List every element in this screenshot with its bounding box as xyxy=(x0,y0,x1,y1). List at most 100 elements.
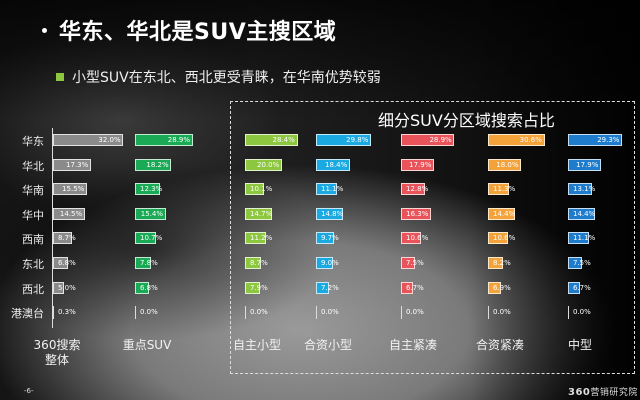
brand-logo: 360营销研究院 xyxy=(568,385,638,398)
value-label: 13.1% xyxy=(573,185,596,194)
value-label: 0.3% xyxy=(58,308,76,317)
bar-3-0 xyxy=(316,134,372,146)
value-label: 0.0% xyxy=(406,308,424,317)
value-label: 18.2% xyxy=(146,160,169,169)
value-label: 28.9% xyxy=(429,136,452,144)
bar-0-2 xyxy=(53,183,88,196)
region-label: 东北 xyxy=(22,258,44,271)
page-number: -6- xyxy=(24,387,34,395)
slide-title: 华东、华北是SUV主搜区域 xyxy=(42,14,336,46)
bar-6-3 xyxy=(568,207,595,220)
background-shade-right xyxy=(470,0,640,400)
segment-group-frame xyxy=(230,101,635,374)
value-label: 7.9% xyxy=(250,283,268,292)
value-label: 7.5% xyxy=(573,259,591,267)
column-label: 中型 xyxy=(567,338,592,352)
zero-tick xyxy=(316,306,317,320)
bar-2-5 xyxy=(245,257,262,269)
value-label: 14.8% xyxy=(321,209,344,218)
value-label: 0.0% xyxy=(493,308,511,317)
bar-6-1 xyxy=(568,158,602,171)
bar-2-2 xyxy=(245,183,264,196)
value-label: 14.5% xyxy=(59,209,83,218)
value-label: 28.9% xyxy=(167,136,191,144)
bar-0-4 xyxy=(53,232,73,245)
value-label: 12.8% xyxy=(406,185,429,194)
region-label: 西北 xyxy=(22,282,44,296)
bar-4-1 xyxy=(401,158,435,171)
zero-tick xyxy=(245,306,246,320)
bar-3-6 xyxy=(316,281,330,294)
zero-tick xyxy=(488,306,489,320)
value-label: 7.8% xyxy=(140,259,158,267)
value-label: 14.4% xyxy=(493,209,516,218)
value-label: 10.6% xyxy=(493,234,516,243)
value-label: 8.7% xyxy=(250,259,268,267)
bar-0-5 xyxy=(53,257,68,269)
column-label: 重点SUV xyxy=(122,338,172,352)
bar-1-2 xyxy=(135,183,160,196)
zero-tick xyxy=(568,306,569,320)
logo-text: 营销研究院 xyxy=(590,388,638,398)
value-label: 6.8% xyxy=(58,259,76,267)
bar-2-1 xyxy=(245,158,282,171)
value-label: 9.0% xyxy=(321,259,339,267)
bar-5-0 xyxy=(488,134,545,146)
bar-5-3 xyxy=(488,207,515,220)
bar-0-0 xyxy=(53,134,124,146)
baseline-axis xyxy=(52,128,53,328)
value-label: 17.9% xyxy=(576,160,599,169)
region-label: 华中 xyxy=(22,208,44,222)
region-label: 港澳台 xyxy=(11,307,44,321)
value-label: 10.1% xyxy=(250,185,273,194)
bar-3-4 xyxy=(316,232,334,245)
bar-6-2 xyxy=(568,183,593,196)
value-label: 7.5% xyxy=(406,259,424,267)
column-label: 自主小型 xyxy=(232,338,281,352)
zero-tick xyxy=(53,306,54,320)
value-label: 6.9% xyxy=(493,283,511,292)
value-label: 0.0% xyxy=(573,308,591,317)
value-label: 0.0% xyxy=(321,308,339,317)
region-label: 华北 xyxy=(22,159,44,173)
bar-1-6 xyxy=(135,281,149,294)
bar-5-1 xyxy=(488,158,522,171)
value-label: 11.1% xyxy=(321,185,344,194)
bar-0-6 xyxy=(53,281,64,294)
bar-4-3 xyxy=(401,207,432,220)
value-label: 6.7% xyxy=(406,283,424,292)
value-label: 6.8% xyxy=(140,283,158,292)
value-label: 16.3% xyxy=(406,209,429,218)
bar-5-6 xyxy=(488,281,501,294)
bar-6-5 xyxy=(568,257,582,269)
bar-6-4 xyxy=(568,232,589,245)
value-label: 9.7% xyxy=(321,234,339,243)
value-label: 10.7% xyxy=(140,234,163,243)
column-label: 合资小型 xyxy=(303,338,352,352)
bar-1-0 xyxy=(135,134,193,146)
bar-3-3 xyxy=(316,207,344,220)
bar-1-4 xyxy=(135,232,157,245)
value-label: 17.3% xyxy=(66,160,89,169)
bar-3-1 xyxy=(316,158,351,171)
bar-3-2 xyxy=(316,183,337,196)
logo-number: 360 xyxy=(568,387,591,398)
value-label: 11.2% xyxy=(250,234,273,243)
value-label: 0.0% xyxy=(140,308,158,317)
value-label: 15.4% xyxy=(140,209,164,218)
bar-0-3 xyxy=(53,207,85,220)
column-label: 360搜索 整体 xyxy=(33,338,81,367)
bar-1-3 xyxy=(135,207,166,220)
value-label: 20.0% xyxy=(257,160,280,169)
bar-2-6 xyxy=(245,281,260,294)
bar-2-0 xyxy=(245,134,298,146)
value-label: 18.0% xyxy=(496,160,519,169)
bar-4-4 xyxy=(401,232,421,245)
green-square-bullet-icon xyxy=(56,73,64,81)
bar-4-6 xyxy=(401,281,414,294)
zero-tick xyxy=(401,306,402,320)
value-label: 0.0% xyxy=(250,308,268,317)
bar-1-1 xyxy=(135,158,172,171)
bar-5-5 xyxy=(488,257,504,269)
value-label: 7.2% xyxy=(321,283,339,292)
